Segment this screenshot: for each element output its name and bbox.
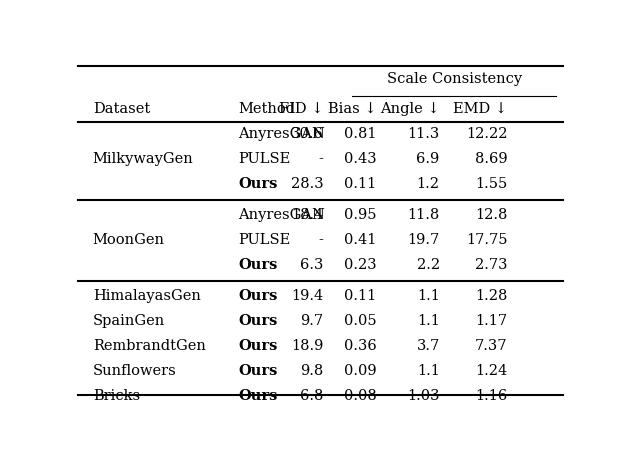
Text: 2.73: 2.73 xyxy=(475,258,508,272)
Text: 1.03: 1.03 xyxy=(407,389,439,403)
Text: Ours: Ours xyxy=(239,364,278,378)
Text: 19.4: 19.4 xyxy=(291,289,323,303)
Text: 1.1: 1.1 xyxy=(417,289,439,303)
Text: MilkywayGen: MilkywayGen xyxy=(93,152,193,166)
Text: 1.16: 1.16 xyxy=(475,389,508,403)
Text: 17.75: 17.75 xyxy=(466,233,508,247)
Text: SpainGen: SpainGen xyxy=(93,314,165,328)
Text: 0.05: 0.05 xyxy=(344,314,377,328)
Text: 12.8: 12.8 xyxy=(475,208,508,222)
Text: 19.7: 19.7 xyxy=(408,233,439,247)
Text: 18.4: 18.4 xyxy=(291,208,323,222)
Text: 0.09: 0.09 xyxy=(344,364,377,378)
Text: 1.1: 1.1 xyxy=(417,314,439,328)
Text: 6.8: 6.8 xyxy=(300,389,323,403)
Text: 0.36: 0.36 xyxy=(344,339,377,353)
Text: Ours: Ours xyxy=(239,389,278,403)
Text: -: - xyxy=(319,233,323,247)
Text: 6.9: 6.9 xyxy=(416,152,439,166)
Text: 30.6: 30.6 xyxy=(290,127,323,141)
Text: Ours: Ours xyxy=(239,258,278,272)
Text: HimalayasGen: HimalayasGen xyxy=(93,289,201,303)
Text: MoonGen: MoonGen xyxy=(93,233,165,247)
Text: Bias ↓: Bias ↓ xyxy=(328,102,377,116)
Text: 1.1: 1.1 xyxy=(417,364,439,378)
Text: 7.37: 7.37 xyxy=(475,339,508,353)
Text: 0.81: 0.81 xyxy=(344,127,377,141)
Text: Method: Method xyxy=(239,102,295,116)
Text: Scale Consistency: Scale Consistency xyxy=(387,72,522,86)
Text: 18.9: 18.9 xyxy=(291,339,323,353)
Text: 9.7: 9.7 xyxy=(300,314,323,328)
Text: PULSE: PULSE xyxy=(239,152,290,166)
Text: 6.3: 6.3 xyxy=(300,258,323,272)
Text: AnyresGAN: AnyresGAN xyxy=(239,127,326,141)
Text: Ours: Ours xyxy=(239,314,278,328)
Text: FID ↓: FID ↓ xyxy=(279,102,323,116)
Text: AnyresGAN: AnyresGAN xyxy=(239,208,326,222)
Text: 1.28: 1.28 xyxy=(475,289,508,303)
Text: Dataset: Dataset xyxy=(93,102,150,116)
Text: 0.43: 0.43 xyxy=(344,152,377,166)
Text: Angle ↓: Angle ↓ xyxy=(380,102,439,116)
Text: 0.23: 0.23 xyxy=(344,258,377,272)
Text: 8.69: 8.69 xyxy=(475,152,508,166)
Text: 1.2: 1.2 xyxy=(417,177,439,191)
Text: RembrandtGen: RembrandtGen xyxy=(93,339,206,353)
Text: Bricks: Bricks xyxy=(93,389,140,403)
Text: 11.8: 11.8 xyxy=(408,208,439,222)
Text: 12.22: 12.22 xyxy=(466,127,508,141)
Text: Ours: Ours xyxy=(239,177,278,191)
Text: Sunflowers: Sunflowers xyxy=(93,364,177,378)
Text: PULSE: PULSE xyxy=(239,233,290,247)
Text: 0.08: 0.08 xyxy=(344,389,377,403)
Text: 1.55: 1.55 xyxy=(475,177,508,191)
Text: 3.7: 3.7 xyxy=(416,339,439,353)
Text: 1.24: 1.24 xyxy=(475,364,508,378)
Text: 28.3: 28.3 xyxy=(290,177,323,191)
Text: Ours: Ours xyxy=(239,339,278,353)
Text: -: - xyxy=(319,152,323,166)
Text: 0.95: 0.95 xyxy=(344,208,377,222)
Text: 9.8: 9.8 xyxy=(300,364,323,378)
Text: 0.41: 0.41 xyxy=(344,233,377,247)
Text: 1.17: 1.17 xyxy=(476,314,508,328)
Text: 11.3: 11.3 xyxy=(408,127,439,141)
Text: 0.11: 0.11 xyxy=(344,177,377,191)
Text: 0.11: 0.11 xyxy=(344,289,377,303)
Text: EMD ↓: EMD ↓ xyxy=(453,102,508,116)
Text: 2.2: 2.2 xyxy=(416,258,439,272)
Text: Ours: Ours xyxy=(239,289,278,303)
